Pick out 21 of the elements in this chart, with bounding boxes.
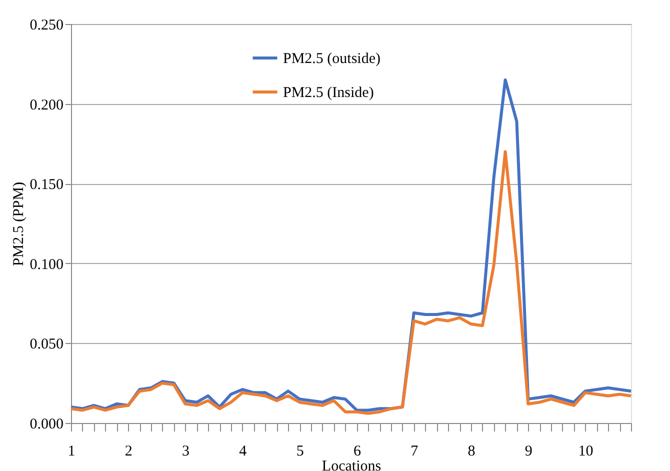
legend-label: PM2.5 (outside)	[283, 51, 381, 67]
x-tick-label: 8	[468, 444, 476, 460]
y-tick-label: 0.000	[30, 416, 64, 432]
line-series	[70, 150, 632, 415]
x-tick-label: 1	[68, 444, 76, 460]
x-tick-label: 6	[353, 444, 362, 460]
x-tick-label: 5	[296, 444, 304, 460]
x-tick-label: 7	[410, 444, 419, 460]
y-tick-label: 0.100	[30, 256, 64, 273]
y-tick-label: 0.200	[30, 97, 64, 114]
legend-label: PM2.5 (Inside)	[283, 85, 374, 101]
x-tick-label: 2	[124, 444, 132, 460]
x-tick-label: 4	[239, 444, 248, 460]
x-tick-label: 10	[578, 444, 594, 460]
y-axis-title: PM2.5 (PPM)	[10, 182, 27, 266]
y-tick-label: 0.050	[30, 336, 64, 353]
x-tick-label: 9	[524, 444, 532, 460]
x-tick-label: 3	[182, 444, 190, 460]
y-tick-label: 0.150	[30, 177, 64, 194]
x-axis-title: Locations	[322, 458, 382, 471]
y-tick-label: 0.250	[30, 18, 64, 34]
